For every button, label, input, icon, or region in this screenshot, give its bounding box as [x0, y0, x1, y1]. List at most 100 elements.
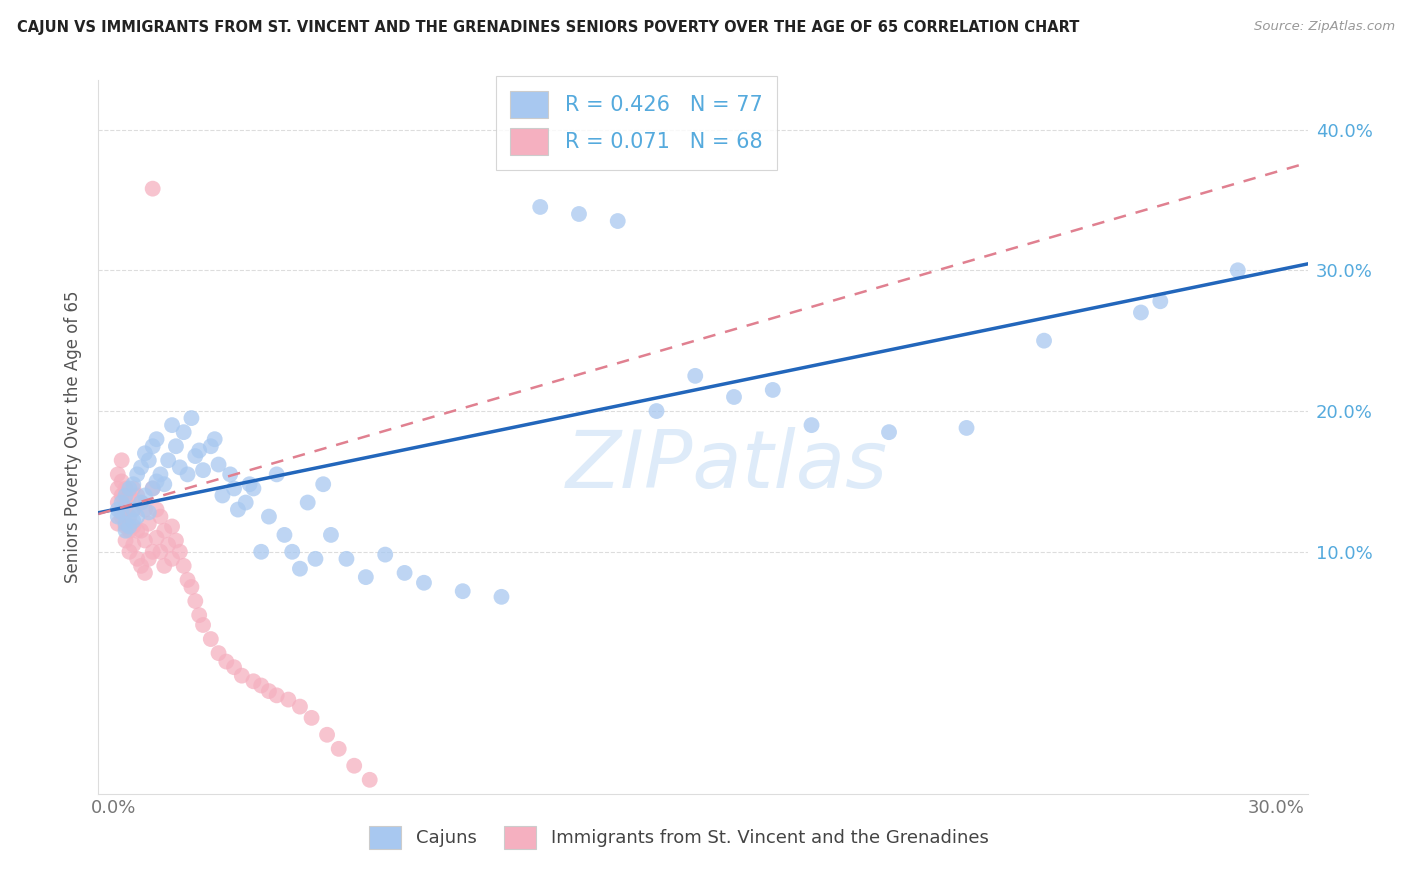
Point — [118, 545, 141, 559]
Point — [160, 551, 183, 566]
Point — [138, 505, 160, 519]
Point — [157, 538, 180, 552]
Point — [266, 689, 288, 703]
Point — [129, 495, 152, 509]
Point — [1033, 334, 1056, 348]
Point — [111, 488, 134, 502]
Point — [122, 538, 145, 552]
Point — [111, 505, 134, 519]
Point — [142, 482, 165, 496]
Point — [111, 475, 134, 489]
Point — [118, 524, 141, 538]
Point — [122, 502, 145, 516]
Point — [127, 467, 149, 482]
Point — [335, 551, 357, 566]
Point — [114, 482, 136, 496]
Point — [114, 502, 136, 516]
Point — [354, 570, 377, 584]
Point — [180, 580, 202, 594]
Point — [122, 477, 145, 491]
Point — [328, 742, 350, 756]
Text: CAJUN VS IMMIGRANTS FROM ST. VINCENT AND THE GRENADINES SENIORS POVERTY OVER THE: CAJUN VS IMMIGRANTS FROM ST. VINCENT AND… — [17, 20, 1080, 35]
Point — [606, 214, 628, 228]
Point — [129, 524, 152, 538]
Point — [568, 207, 591, 221]
Point — [319, 528, 342, 542]
Point — [134, 533, 156, 548]
Point — [118, 488, 141, 502]
Point — [111, 453, 134, 467]
Point — [129, 495, 152, 509]
Point — [111, 495, 134, 509]
Text: ZIPatlas: ZIPatlas — [567, 426, 889, 505]
Point — [188, 443, 211, 458]
Point — [114, 516, 136, 531]
Text: Source: ZipAtlas.com: Source: ZipAtlas.com — [1254, 20, 1395, 33]
Point — [107, 509, 129, 524]
Point — [118, 482, 141, 496]
Point — [169, 545, 191, 559]
Point — [273, 528, 295, 542]
Point — [145, 475, 167, 489]
Y-axis label: Seniors Poverty Over the Age of 65: Seniors Poverty Over the Age of 65 — [65, 291, 83, 583]
Point — [211, 488, 233, 502]
Point — [250, 679, 273, 693]
Point — [157, 453, 180, 467]
Point — [723, 390, 745, 404]
Point — [877, 425, 900, 439]
Point — [142, 181, 165, 195]
Point — [107, 482, 129, 496]
Point — [394, 566, 416, 580]
Point — [153, 558, 176, 573]
Point — [153, 524, 176, 538]
Point — [266, 467, 288, 482]
Point — [114, 488, 136, 502]
Point — [222, 482, 245, 496]
Point — [149, 509, 172, 524]
Point — [176, 467, 198, 482]
Point — [122, 502, 145, 516]
Point — [160, 418, 183, 433]
Point — [145, 502, 167, 516]
Point — [762, 383, 785, 397]
Point — [180, 411, 202, 425]
Point — [173, 425, 195, 439]
Point — [288, 699, 311, 714]
Point — [200, 439, 222, 453]
Point — [288, 562, 311, 576]
Point — [129, 460, 152, 475]
Point — [955, 421, 977, 435]
Point — [107, 467, 129, 482]
Point — [413, 575, 436, 590]
Point — [312, 477, 335, 491]
Point — [207, 458, 229, 472]
Point — [222, 660, 245, 674]
Point — [127, 551, 149, 566]
Point — [118, 519, 141, 533]
Point — [127, 509, 149, 524]
Point — [200, 632, 222, 646]
Point — [142, 482, 165, 496]
Point — [142, 545, 165, 559]
Point — [297, 495, 319, 509]
Point — [114, 533, 136, 548]
Point — [301, 711, 323, 725]
Point — [111, 509, 134, 524]
Point — [188, 608, 211, 623]
Point — [359, 772, 381, 787]
Point — [239, 477, 262, 491]
Point — [304, 551, 326, 566]
Point — [138, 551, 160, 566]
Point — [122, 482, 145, 496]
Point — [451, 584, 474, 599]
Point — [215, 655, 238, 669]
Point — [107, 502, 129, 516]
Legend: Cajuns, Immigrants from St. Vincent and the Grenadines: Cajuns, Immigrants from St. Vincent and … — [361, 819, 995, 856]
Point — [1149, 294, 1171, 309]
Point — [226, 502, 249, 516]
Point — [1226, 263, 1249, 277]
Point — [184, 449, 207, 463]
Point — [114, 524, 136, 538]
Point — [107, 495, 129, 509]
Point — [191, 463, 214, 477]
